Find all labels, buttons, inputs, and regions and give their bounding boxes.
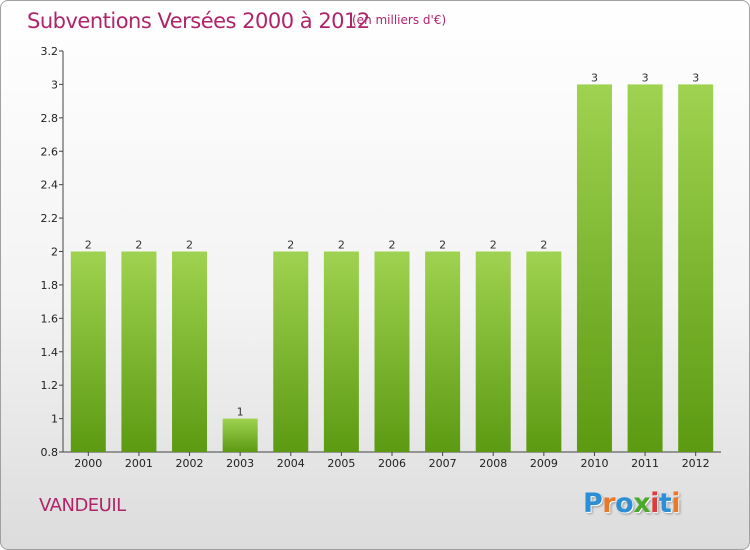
bar: [576, 84, 612, 453]
town-name: VANDEUIL: [39, 495, 126, 516]
bar: [526, 251, 562, 452]
bar: [121, 251, 157, 452]
chart-subtitle: (en milliers d'€): [352, 13, 447, 27]
y-tick-label: 2.2: [41, 212, 59, 225]
proxiti-logo: Proxiti: [583, 488, 681, 519]
y-tick-label: 1.4: [41, 346, 59, 359]
bar: [627, 84, 663, 453]
bar: [70, 251, 106, 452]
x-tick-label: 2011: [631, 457, 659, 470]
data-label: 2: [85, 239, 92, 252]
data-label: 1: [237, 406, 244, 419]
x-tick-label: 2002: [176, 457, 204, 470]
x-tick-label: 2005: [327, 457, 355, 470]
y-tick-label: 0.8: [41, 446, 59, 459]
y-tick-label: 1.2: [41, 379, 59, 392]
data-label: 2: [490, 239, 497, 252]
chart-title: Subventions Versées 2000 à 2012: [27, 9, 370, 33]
data-label: 3: [642, 71, 649, 84]
x-tick-label: 2001: [125, 457, 153, 470]
bar: [222, 418, 258, 452]
logo-letter: x: [633, 488, 651, 519]
data-label: 3: [692, 71, 699, 84]
data-label: 2: [389, 239, 396, 252]
y-tick-label: 2.4: [41, 179, 59, 192]
data-label: 2: [135, 239, 142, 252]
bar: [374, 251, 410, 452]
bar: [475, 251, 511, 452]
logo-letter: i: [671, 488, 681, 519]
data-label: 3: [591, 71, 598, 84]
bar: [273, 251, 309, 452]
x-tick-label: 2006: [378, 457, 406, 470]
y-tick-label: 2.6: [41, 145, 59, 158]
x-tick-label: 2000: [74, 457, 102, 470]
bar: [172, 251, 208, 452]
logo-letter: o: [615, 488, 634, 519]
y-tick-label: 3.2: [41, 45, 59, 58]
x-tick-label: 2007: [429, 457, 457, 470]
y-tick-label: 1: [51, 413, 58, 426]
x-tick-label: 2003: [226, 457, 254, 470]
data-label: 2: [338, 239, 345, 252]
logo-letter: r: [602, 488, 616, 519]
y-tick-label: 1.8: [41, 279, 59, 292]
bar: [678, 84, 714, 453]
y-tick-label: 1.6: [41, 312, 59, 325]
y-tick-label: 3: [51, 78, 58, 91]
data-label: 2: [186, 239, 193, 252]
logo-letter: t: [658, 488, 672, 519]
x-tick-label: 2009: [530, 457, 558, 470]
logo-letter: i: [650, 488, 659, 519]
y-tick-label: 2.8: [41, 112, 59, 125]
data-label: 2: [287, 239, 294, 252]
bar: [323, 251, 359, 452]
data-label: 2: [540, 239, 547, 252]
x-tick-label: 2012: [682, 457, 710, 470]
x-tick-label: 2008: [479, 457, 507, 470]
logo-letter: P: [583, 488, 603, 519]
y-tick-label: 2: [51, 246, 58, 259]
bar: [425, 251, 461, 452]
data-label: 2: [439, 239, 446, 252]
x-tick-label: 2010: [580, 457, 608, 470]
x-tick-label: 2004: [277, 457, 305, 470]
